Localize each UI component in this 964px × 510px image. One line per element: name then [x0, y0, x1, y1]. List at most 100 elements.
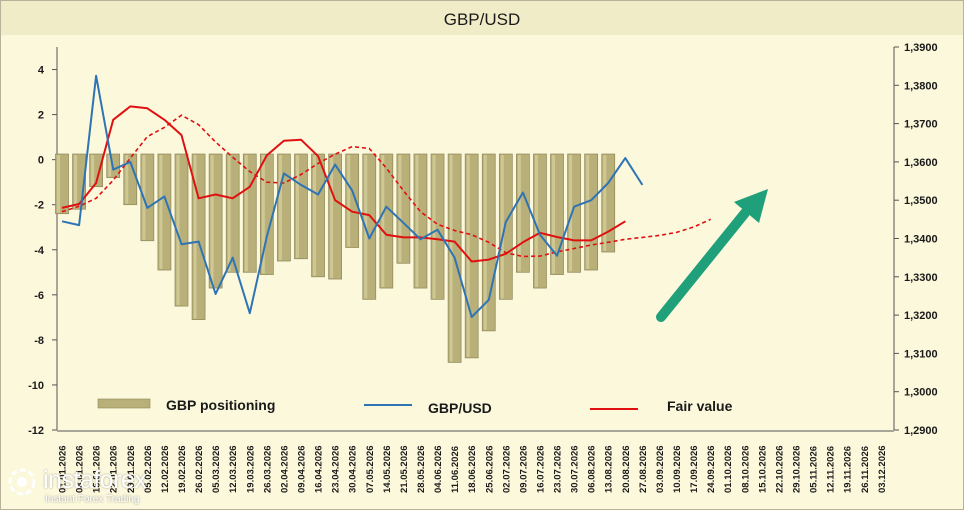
positioning-bar-highlight	[108, 155, 112, 177]
x-tick-label: 11.06.2026	[450, 446, 461, 493]
x-tick-label: 16.07.2026	[536, 445, 547, 493]
x-tick-label: 19.02.2026	[177, 445, 188, 493]
positioning-bar-highlight	[569, 155, 573, 272]
x-tick-label: 12.03.2026	[228, 445, 239, 493]
positioning-bar-highlight	[552, 155, 556, 274]
positioning-bar-highlight	[210, 155, 214, 288]
x-tick-label: 01.01.2026	[58, 445, 69, 493]
logo-tagline: Instant Forex Trading	[45, 494, 140, 505]
left-tick-label: 0	[38, 155, 44, 167]
x-tick-label: 26.11.2026	[860, 446, 871, 493]
x-tick-label: 18.06.2026	[467, 445, 478, 493]
x-tick-label: 09.07.2026	[518, 445, 529, 493]
x-tick-label: 23.04.2026	[331, 445, 342, 493]
positioning-bar-highlight	[74, 155, 78, 209]
logo-icon	[8, 468, 36, 496]
x-tick-label: 19.03.2026	[245, 445, 256, 493]
positioning-bar-highlight	[517, 155, 521, 272]
x-tick-label: 13.08.2026	[604, 445, 615, 493]
positioning-bar-highlight	[176, 155, 180, 306]
x-tick-label: 03.12.2026	[877, 445, 888, 493]
left-tick-label: -8	[34, 335, 44, 347]
up-trend-arrow	[656, 189, 768, 322]
positioning-bar-highlight	[159, 155, 163, 270]
x-tick-label: 24.09.2026	[706, 445, 717, 493]
positioning-bar-highlight	[534, 155, 538, 288]
x-tick-label: 01.10.2026	[723, 445, 734, 493]
right-tick-label: 1,3700	[904, 119, 938, 131]
x-tick-label: 25.06.2026	[484, 445, 495, 493]
series-lines	[61, 74, 712, 318]
positioning-bar-highlight	[278, 155, 282, 261]
gbpusd-line	[61, 74, 644, 318]
x-tick-label: 26.03.2026	[262, 445, 273, 493]
x-tick-label: 22.01.2026	[109, 445, 120, 493]
positioning-bar-highlight	[432, 155, 436, 299]
x-tick-label: 12.11.2026	[826, 446, 837, 493]
positioning-bar-highlight	[500, 155, 504, 299]
x-tick-label: 15.01.2026	[92, 445, 103, 493]
title-band	[1, 1, 963, 35]
legend-label-positioning: GBP positioning	[166, 397, 275, 413]
positioning-bar-highlight	[91, 155, 95, 186]
x-tick-label: 30.04.2026	[348, 445, 359, 493]
x-tick-label: 09.04.2026	[297, 445, 308, 493]
positioning-bar-highlight	[603, 155, 607, 252]
positioning-bar-highlight	[244, 155, 248, 272]
legend: GBP positioning GBP/USD Fair value	[97, 397, 733, 416]
x-tick-label: 05.11.2026	[809, 446, 820, 493]
x-tick-label: 05.02.2026	[143, 445, 154, 493]
positioning-bar-highlight	[193, 155, 197, 319]
x-tick-label: 30.07.2026	[570, 445, 581, 493]
arrow-shaft	[656, 208, 750, 322]
x-tick-label: 07.05.2026	[365, 445, 376, 493]
legend-label-fair-value: Fair value	[667, 398, 733, 414]
x-tick-label: 29.10.2026	[792, 445, 803, 493]
positioning-bar-highlight	[347, 155, 351, 247]
right-tick-label: 1,3100	[904, 348, 938, 360]
positioning-bar-highlight	[330, 155, 334, 279]
instaforex-logo: instaforex Instant Forex Trading	[5, 463, 205, 507]
right-tick-label: 1,3800	[904, 80, 938, 92]
x-tick-label: 14.05.2026	[382, 445, 393, 493]
x-tick-label: 08.01.2026	[75, 445, 86, 493]
fair-value-trend-line	[61, 114, 712, 258]
right-tick-label: 1,3900	[904, 42, 938, 54]
positioning-bar-highlight	[483, 155, 487, 330]
x-tick-label: 20.08.2026	[621, 445, 632, 493]
arrow-head	[734, 189, 768, 223]
x-tick-label: 02.07.2026	[501, 445, 512, 493]
positioning-bar-highlight	[227, 155, 231, 272]
logo-name: instaforex	[43, 466, 147, 494]
right-tick-label: 1,3300	[904, 272, 938, 284]
x-tick-label: 03.09.2026	[655, 445, 666, 493]
left-tick-label: -4	[34, 245, 45, 257]
x-tick-label: 16.04.2026	[314, 445, 325, 493]
x-tick-label: 17.09.2026	[689, 445, 700, 493]
x-tick-label: 10.09.2026	[672, 445, 683, 493]
x-tick-label: 21.05.2026	[399, 445, 410, 493]
right-tick-label: 1,3600	[904, 157, 938, 169]
left-tick-label: -12	[28, 425, 44, 437]
x-tick-label: 28.05.2026	[416, 445, 427, 493]
x-tick-label: 15.10.2026	[757, 445, 768, 493]
x-tick-label: 26.02.2026	[194, 445, 205, 493]
positioning-bar-highlight	[398, 155, 402, 263]
positioning-bar-highlight	[125, 155, 129, 204]
left-axis: 4 2 0 -2 -4 -6 -8 -10 -12	[28, 47, 58, 437]
x-tick-label: 04.06.2026	[433, 445, 444, 493]
x-tick-label: 08.10.2026	[740, 445, 751, 493]
right-tick-label: 1,3500	[904, 195, 938, 207]
x-axis: 01.01.2026 08.01.2026 15.01.2026 22.01.2026…	[57, 430, 894, 493]
left-tick-label: 2	[38, 110, 44, 122]
positioning-bar-highlight	[57, 155, 60, 213]
left-tick-label: -6	[34, 290, 44, 302]
chart-title: GBP/USD	[444, 10, 521, 29]
x-tick-label: 02.04.2026	[279, 445, 290, 493]
positioning-bar-highlight	[261, 155, 265, 274]
left-tick-label: -2	[34, 200, 44, 212]
x-tick-label: 27.08.2026	[638, 445, 649, 493]
legend-swatch-positioning	[97, 398, 151, 409]
